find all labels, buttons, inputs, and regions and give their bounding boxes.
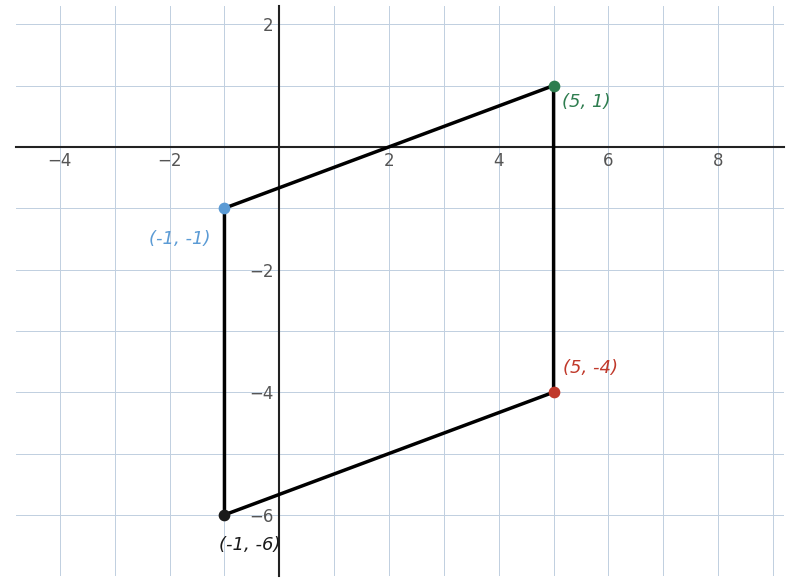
Point (218, 204, 231, 213)
Text: (-1, -1): (-1, -1) (150, 230, 210, 248)
Point (547, 388, 560, 397)
Text: (5, -4): (5, -4) (563, 359, 618, 377)
Text: (5, 1): (5, 1) (562, 93, 610, 111)
Text: (-1, -6): (-1, -6) (219, 537, 281, 554)
Point (547, 81, 560, 90)
Point (218, 510, 231, 520)
